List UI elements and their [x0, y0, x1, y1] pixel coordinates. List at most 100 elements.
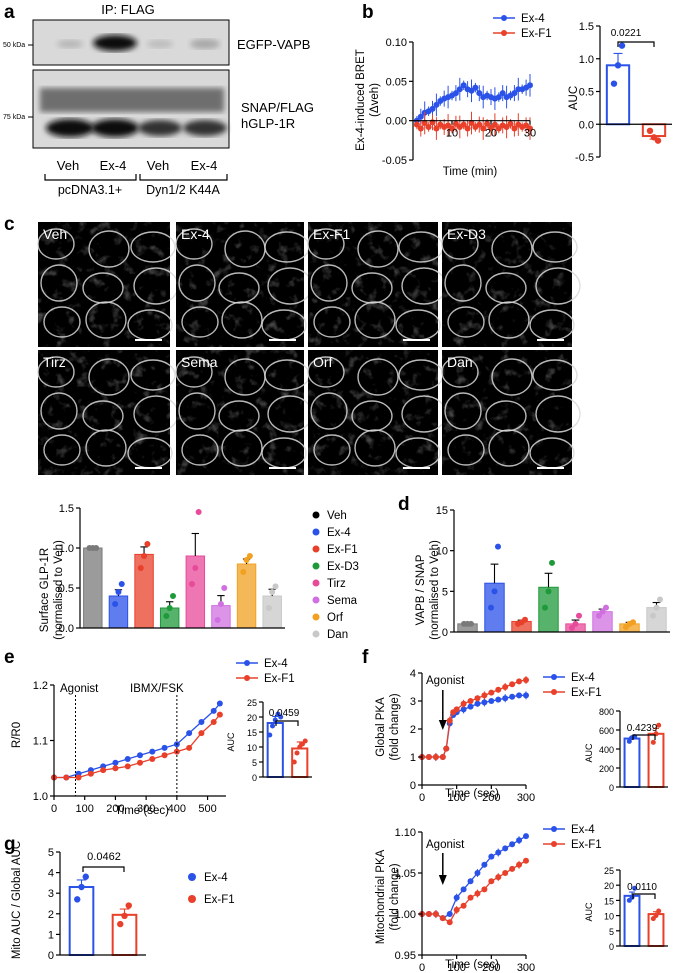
blot-bottom-label-line2: hGLP-1R — [241, 116, 295, 131]
lane-label-2: Ex-4 — [100, 158, 127, 173]
f-mito-xlabel: Time (sec) — [445, 959, 499, 971]
f-mito-y-tick-label: 1.10 — [395, 827, 416, 839]
f-mito-auc-y-tick-label: 10 — [604, 912, 614, 922]
c-dot-Orf — [246, 553, 253, 559]
cell-outline — [130, 359, 176, 391]
cell-outline — [447, 306, 485, 338]
b-legend: Ex-4 Ex-F1 — [493, 13, 552, 40]
f-global-auc-dot-Ex-4 — [626, 738, 632, 744]
d-y-tick-label: 0 — [442, 627, 448, 639]
f-global-legend: Ex-4 Ex-F1 — [543, 672, 602, 699]
f-mito-agonist-label: Agonist — [426, 839, 465, 851]
g-legend-label-exf1: Ex-F1 — [204, 894, 235, 906]
b-auc-dot-Ex-4 — [610, 80, 618, 87]
micrograph-label-Tirz: Tirz — [43, 354, 66, 370]
f-global-auc-y-tick-label: 200 — [599, 764, 614, 774]
micrograph-texture-Tirz — [38, 350, 170, 475]
c-dot-Ex-4 — [118, 581, 125, 587]
d-ylabel-line2: (normalised to Veh) — [429, 540, 441, 640]
cell-outline — [175, 228, 213, 260]
g-y-tick-label: 5 — [48, 847, 54, 859]
e-auc-dot-Ex-F1 — [291, 759, 297, 765]
lane-label-1: Veh — [57, 158, 79, 173]
c-legend-label-Ex-D3: Ex-D3 — [327, 561, 359, 573]
c-ylabel-line1: Surface GLP-1R — [39, 548, 51, 632]
f-global-auc-significance-bracket — [632, 734, 656, 740]
e-auc-y-tick-label: 5 — [252, 758, 257, 768]
g-y-tick-label: 3 — [48, 888, 54, 900]
b-x-tick-label: 10 — [446, 128, 458, 140]
b-auc-y-tick-label: 1.5 — [579, 21, 594, 33]
f-mito-legend-marker-ex4 — [551, 826, 557, 832]
f-global-y-tick-label: 1 — [410, 752, 416, 764]
cell-outline — [85, 301, 127, 339]
d-dot-Ex-F1 — [521, 616, 528, 623]
c-bar-Ex-4 — [108, 595, 129, 629]
c-bar-Ex-F1 — [134, 553, 154, 629]
f-global-agonist-label: Agonist — [426, 675, 465, 687]
f-mito-auc-plot: 25 20 15 10 5 0 — [604, 866, 668, 952]
c-legend-marker-Sema — [312, 596, 320, 604]
micrograph-label-Ex-4: Ex-4 — [181, 226, 210, 242]
e-auc-bar-Ex-4 — [266, 722, 284, 778]
cell-outline — [532, 359, 578, 391]
c-legend-label-Ex-4: Ex-4 — [327, 527, 351, 539]
d-y-tick-label: 15 — [436, 505, 448, 517]
b-y-tick-label: 0.00 — [386, 116, 407, 128]
cell-outline — [307, 356, 345, 388]
f-global-auc-plot: 800 600 400 200 0 — [599, 707, 668, 793]
b-y-tick-label: -0.05 — [382, 155, 407, 167]
c-legend-marker-Veh — [312, 511, 320, 519]
c-bar-Veh — [83, 547, 103, 629]
b-auc-significance-bracket — [617, 41, 655, 47]
group-bracket-2 — [139, 174, 228, 181]
band-bottom-3 — [138, 120, 182, 136]
e-legend-marker-exf1 — [244, 675, 250, 681]
c-legend-marker-Dan — [312, 630, 320, 638]
b-auc-bar-Ex-4 — [605, 64, 631, 126]
g-dot-Ex-F1 — [121, 912, 128, 920]
d-y-tick-label: 10 — [436, 546, 448, 558]
e-Ex-F1-line — [54, 714, 221, 779]
b-ylabel-line1: Ex-4-induced BRET — [355, 49, 367, 151]
g-bar-plot: 5 4 3 2 1 0 — [48, 847, 146, 962]
cell-outline — [351, 272, 393, 304]
f-mito-pvalue: 0.0110 — [627, 882, 657, 893]
g-dot-Ex-4 — [78, 883, 85, 891]
g-bar-Ex-F1 — [111, 913, 138, 957]
f-mito-ylabel-line2: (fold change) — [389, 863, 401, 930]
e-auc-dot-Ex-4 — [270, 723, 276, 729]
b-auc-plot: 1.5 1.0 0.5 0.0 -0.5 — [575, 21, 672, 164]
b-x-tick-label: 20 — [485, 128, 497, 140]
f-mito-y-tick-label: 0.95 — [395, 950, 416, 962]
e-xlabel: Time (sec) — [115, 805, 169, 817]
f-mito-auc-bar-Ex-4 — [623, 894, 641, 948]
micrograph-texture-Ex-4 — [176, 222, 304, 347]
b-auc-dot-Ex-F1 — [654, 137, 662, 144]
e-y-tick-label: 1.1 — [33, 736, 48, 748]
c-dot-Tirz — [188, 581, 195, 587]
e-auc-dot-Ex-F1 — [294, 750, 300, 756]
cell-outline — [82, 400, 124, 432]
f-global-Ex-4-line — [422, 694, 526, 758]
d-dot-Ex-D3 — [548, 559, 555, 566]
c-dot-Ex-F1 — [141, 553, 148, 559]
c-legend-label-Orf: Orf — [327, 612, 344, 624]
c-dot-Ex-4 — [112, 601, 119, 607]
cell-outline — [441, 356, 479, 388]
f-mito-auc-ylabel: AUC — [584, 902, 594, 922]
c-dot-Orf — [243, 557, 250, 563]
d-dot-Sema — [599, 608, 606, 615]
b-legend-marker-exf1 — [501, 30, 507, 36]
c-ylabel-line2: (normalised to Veh) — [53, 540, 65, 640]
f-global-y-tick-label: 4 — [410, 668, 416, 680]
cell-outline — [357, 358, 399, 396]
d-dot-Dan — [650, 612, 657, 619]
e-auc-significance-bracket — [275, 720, 299, 726]
g-ylabel: Mito AUC / Global AUC — [11, 841, 23, 959]
g-y-tick-label: 4 — [48, 868, 54, 880]
panel-e: R/R0 1.21.11.00 100 200 300 400 500 Time (sec… — [11, 658, 312, 817]
c-bar-plot: 1.5 1.0 0.5 0.0 — [59, 503, 285, 635]
